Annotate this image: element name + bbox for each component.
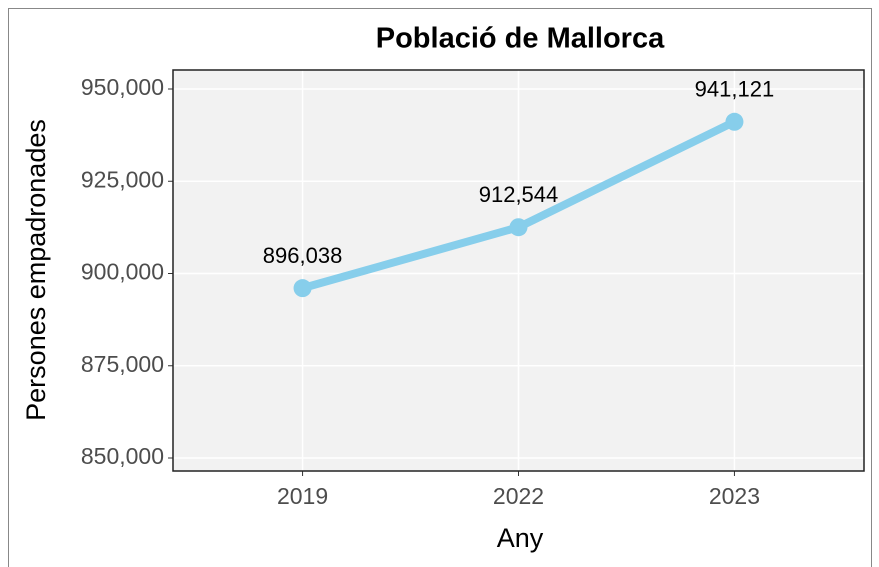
x-tick-label: 2022 <box>493 483 544 509</box>
data-label: 896,038 <box>263 243 343 268</box>
point <box>725 112 744 131</box>
y-tick-label: 850,000 <box>81 443 164 469</box>
y-axis-label: Persones empadronades <box>21 119 51 421</box>
chart-title: Població de Mallorca <box>376 23 665 55</box>
data-label: 912,544 <box>479 182 559 207</box>
x-axis-label: Any <box>497 523 544 553</box>
panel-border <box>172 69 865 472</box>
y-tick-label: 900,000 <box>81 259 164 285</box>
y-tick-label: 950,000 <box>81 74 164 100</box>
y-tick-label: 925,000 <box>81 166 164 192</box>
data-label: 941,121 <box>695 77 775 102</box>
x-tick-label: 2023 <box>709 483 760 509</box>
point <box>509 218 528 237</box>
y-tick-label: 875,000 <box>81 351 164 377</box>
x-tick-label: 2019 <box>277 483 328 509</box>
point <box>293 279 312 298</box>
